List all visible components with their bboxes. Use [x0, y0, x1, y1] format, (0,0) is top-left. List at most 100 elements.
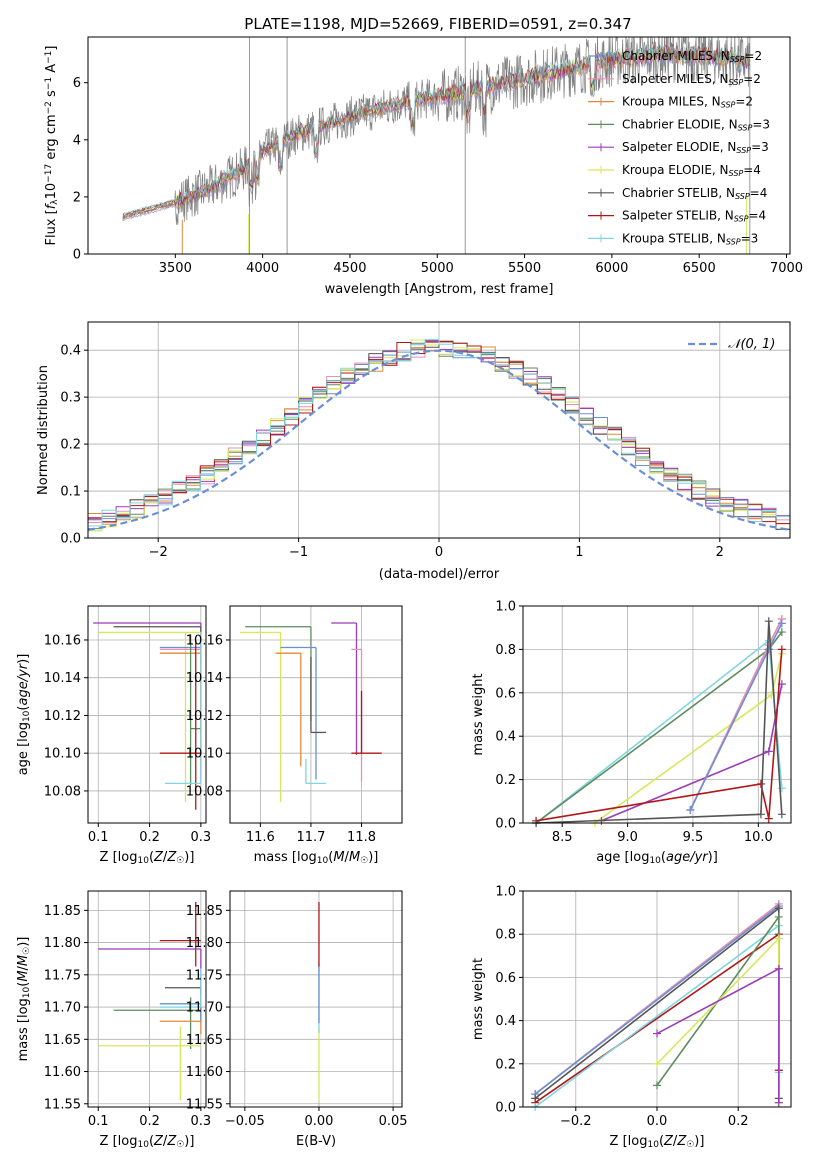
legend-entry-label: 𝒩(0, 1)	[728, 337, 775, 352]
panel-age_vs_mass: 11.6 11.7 11.8 10.08 10.10 10.12 10.14 10.16 mas…	[186, 605, 403, 866]
panel-age_vs_Z: 0.1 0.2 0.3 10.08 10.10 10.12 10.14 10.16 Z [log…	[16, 605, 212, 866]
weight-marker	[777, 619, 786, 628]
y-tick-label: 0.1	[60, 485, 81, 500]
x-tick-label: 0.3	[191, 830, 212, 845]
y-tick-label: 0.6	[495, 971, 516, 986]
panel-residuals: −2 −1 0 1 2 0.0 0.1 0.2 0.3 0.4 𝒩(0, 1) (data-model…	[36, 321, 791, 582]
y-tick-label: 0.4	[495, 730, 516, 745]
axes-frame	[522, 890, 792, 1108]
y-tick-label: 0.8	[495, 928, 516, 943]
y-tick-label: 10.10	[44, 747, 81, 762]
plot-area	[122, 37, 751, 254]
axes-frame	[87, 890, 207, 1108]
model-spectrum-line	[122, 43, 750, 215]
weight-marker	[764, 814, 773, 823]
legend-entry-label: Chabrier ELODIE, NSSP=3	[622, 117, 770, 132]
axes-frame	[229, 890, 403, 1108]
y-tick-label: 0.0	[495, 1101, 516, 1116]
x-tick-label: 1	[575, 545, 583, 560]
errorbar-point	[164, 632, 202, 785]
y-tick-label: 11.60	[44, 1065, 81, 1080]
weight-marker	[756, 810, 765, 819]
x-tick-label: 11.6	[246, 830, 275, 845]
histogram-step-line	[88, 338, 790, 538]
x-tick-label: 0.2	[139, 1114, 160, 1129]
x-tick-label: 5500	[508, 261, 541, 276]
y-axis-label: mass weight	[471, 958, 486, 1040]
legend-entry-label: Chabrier MILES, NSSP=2	[622, 49, 762, 64]
x-tick-label: 4000	[246, 261, 279, 276]
y-tick-label: 0.8	[495, 643, 516, 658]
y-tick-label: 11.80	[186, 936, 223, 951]
y-tick-label: 0.4	[60, 344, 81, 359]
weight-marker	[653, 1029, 661, 1038]
figure-title: PLATE=1198, MJD=52669, FIBERID=0591, z=0…	[244, 15, 631, 33]
x-tick-label: 3500	[159, 261, 192, 276]
weight-marker	[774, 1098, 783, 1107]
weight-marker	[777, 628, 786, 637]
x-axis-label: mass [log10(M/M☉)]	[254, 850, 379, 866]
weight-marker	[756, 779, 765, 788]
legend: Chabrier MILES, NSSP=2 Salpeter MILES, NS…	[588, 49, 770, 246]
weight-marker	[774, 964, 783, 973]
plot-area	[88, 338, 790, 538]
weight-marker	[777, 784, 786, 793]
panel-weight_vs_age: 8.5 9.0 9.5 10.0 0.0 0.2 0.4 0.6 0.8 1.0 age [log1…	[471, 600, 792, 866]
y-axis-label: Flux [fλ10−17 erg cm−2 s−1 A−1]	[44, 46, 60, 246]
y-tick-label: 11.80	[44, 936, 81, 951]
weight-marker	[774, 934, 783, 943]
y-axis-label: mass [log10(M/M☉)]	[16, 937, 32, 1062]
y-tick-label: 0.0	[495, 817, 516, 832]
x-tick-label: 0.0	[647, 1114, 668, 1129]
y-tick-label: 10.08	[186, 784, 223, 799]
y-tick-label: 11.75	[186, 968, 223, 983]
legend-entry-label: Salpeter STELIB, NSSP=4	[622, 209, 766, 224]
x-axis-label: Z [log10(Z/Z☉)]	[100, 1134, 195, 1150]
errorbar-point	[310, 656, 327, 734]
y-tick-label: 6	[73, 76, 81, 91]
axes-frame	[87, 36, 791, 255]
y-axis-label: Normed distribution	[36, 365, 51, 495]
x-tick-label: 0.2	[728, 1114, 749, 1129]
errorbar-point	[159, 639, 201, 810]
x-tick-label: 9.0	[617, 830, 638, 845]
plot-area	[98, 901, 202, 1101]
y-tick-label: 11.85	[186, 904, 223, 919]
model-spectrum-line	[122, 48, 750, 221]
y-tick-label: 0.0	[60, 532, 81, 547]
y-tick-label: 2	[73, 190, 81, 205]
x-tick-label: 6500	[683, 261, 716, 276]
errorbar-point	[351, 690, 382, 754]
errorbar-point	[331, 622, 358, 756]
y-tick-label: 0	[73, 248, 81, 263]
axes-frame	[87, 321, 791, 539]
weight-marker	[653, 1081, 661, 1090]
y-tick-label: 11.65	[186, 1033, 223, 1048]
x-tick-label: 9.5	[683, 830, 704, 845]
x-tick-label: −2	[149, 545, 168, 560]
x-tick-label: 0	[435, 545, 443, 560]
x-tick-label: 0.1	[88, 830, 109, 845]
errorbar-point	[159, 968, 202, 1008]
y-tick-label: 1.0	[495, 885, 516, 900]
weight-line	[534, 905, 780, 1095]
errorbar-point	[113, 997, 201, 1049]
weight-marker	[774, 912, 783, 921]
y-tick-label: 1.0	[495, 600, 516, 615]
x-axis-label: (data-model)/error	[379, 567, 500, 582]
axes-frame	[229, 605, 403, 824]
panel-spectrum: 3500 4000 4500 5000 5500 6000 6500 7000 0 2 4 6 Chab…	[44, 36, 803, 297]
y-tick-label: 0.2	[495, 773, 516, 788]
y-tick-label: 10.16	[44, 633, 81, 648]
weight-marker	[777, 645, 786, 654]
weight-line	[536, 621, 783, 824]
legend-entry-label: Kroupa MILES, NSSP=2	[622, 95, 753, 110]
y-tick-label: 10.14	[44, 671, 81, 686]
y-axis-label: mass weight	[471, 673, 486, 755]
weight-marker	[653, 1059, 661, 1068]
errorbar-point	[98, 1026, 201, 1101]
y-tick-label: 0.2	[495, 1057, 516, 1072]
x-tick-label: 11.8	[347, 830, 376, 845]
errorbar-point	[280, 646, 317, 780]
